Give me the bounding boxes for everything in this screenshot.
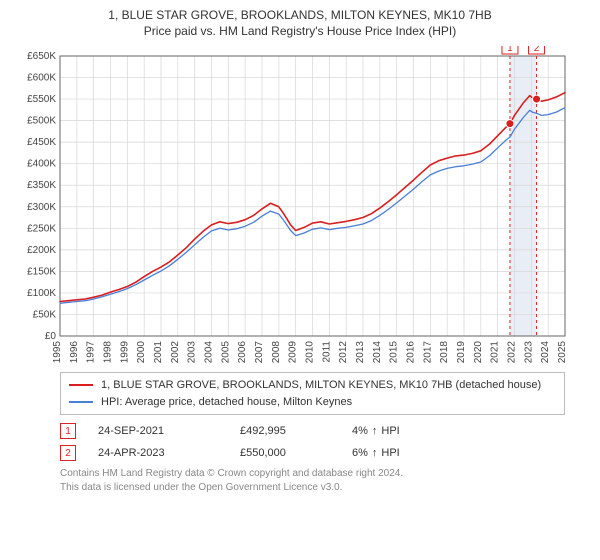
legend-label: 1, BLUE STAR GROVE, BROOKLANDS, MILTON K…: [101, 377, 541, 394]
svg-text:2005: 2005: [220, 341, 231, 364]
svg-text:2023: 2023: [523, 341, 534, 364]
callout-table: 1 24-SEP-2021 £492,995 4% ↑HPI 2 24-APR-2023 £5…: [60, 423, 565, 461]
footer-line-2: This data is licensed under the Open Gov…: [60, 481, 565, 495]
svg-text:2016: 2016: [406, 341, 417, 364]
svg-text:2022: 2022: [507, 341, 518, 364]
svg-text:2020: 2020: [473, 341, 484, 364]
svg-text:1996: 1996: [69, 341, 80, 364]
chart-titles: 1, BLUE STAR GROVE, BROOKLANDS, MILTON K…: [10, 8, 590, 38]
legend-swatch: [69, 384, 93, 386]
svg-text:£600K: £600K: [27, 73, 56, 84]
callout-delta-label: HPI: [381, 425, 399, 437]
callout-price: £550,000: [240, 447, 330, 459]
svg-text:2019: 2019: [456, 341, 467, 364]
callout-date: 24-APR-2023: [98, 447, 218, 459]
line-chart: £0 £50K £100K £150K £200K £250K £300K £350K £400…: [10, 46, 590, 366]
legend: 1, BLUE STAR GROVE, BROOKLANDS, MILTON K…: [60, 372, 565, 415]
svg-text:2014: 2014: [372, 341, 383, 364]
svg-text:£0: £0: [45, 331, 57, 342]
svg-text:2017: 2017: [422, 341, 433, 364]
svg-text:2007: 2007: [254, 341, 265, 364]
svg-text:£550K: £550K: [27, 94, 56, 105]
svg-text:1995: 1995: [52, 341, 63, 364]
legend-label: HPI: Average price, detached house, Milt…: [101, 394, 352, 411]
svg-text:£400K: £400K: [27, 159, 56, 170]
svg-text:2010: 2010: [305, 341, 316, 364]
svg-text:2012: 2012: [338, 341, 349, 364]
legend-item: 1, BLUE STAR GROVE, BROOKLANDS, MILTON K…: [69, 377, 556, 394]
svg-text:2006: 2006: [237, 341, 248, 364]
svg-text:2024: 2024: [540, 341, 551, 364]
legend-item: HPI: Average price, detached house, Milt…: [69, 394, 556, 411]
svg-text:2018: 2018: [439, 341, 450, 364]
svg-text:£100K: £100K: [27, 288, 56, 299]
svg-text:2015: 2015: [389, 341, 400, 364]
chart-area: £0 £50K £100K £150K £200K £250K £300K £350K £400…: [10, 46, 590, 366]
title-sub: Price paid vs. HM Land Registry's House …: [10, 24, 590, 38]
svg-text:2002: 2002: [170, 341, 181, 364]
callout-delta: 4% ↑HPI: [352, 425, 400, 437]
svg-text:1997: 1997: [86, 341, 97, 364]
legend-swatch: [69, 401, 93, 403]
svg-text:£150K: £150K: [27, 266, 56, 277]
page-root: 1, BLUE STAR GROVE, BROOKLANDS, MILTON K…: [0, 0, 600, 560]
svg-text:£300K: £300K: [27, 202, 56, 213]
title-main: 1, BLUE STAR GROVE, BROOKLANDS, MILTON K…: [10, 8, 590, 22]
arrow-up-icon: ↑: [372, 447, 378, 459]
svg-text:£50K: £50K: [33, 309, 57, 320]
svg-text:2000: 2000: [136, 341, 147, 364]
svg-text:2013: 2013: [355, 341, 366, 364]
svg-text:£350K: £350K: [27, 180, 56, 191]
svg-text:2021: 2021: [490, 341, 501, 364]
svg-text:£500K: £500K: [27, 116, 56, 127]
svg-text:2025: 2025: [557, 341, 568, 364]
svg-text:2: 2: [534, 46, 540, 54]
footer-line-1: Contains HM Land Registry data © Crown c…: [60, 467, 565, 481]
svg-text:2003: 2003: [187, 341, 198, 364]
callout-delta-pct: 6%: [352, 447, 368, 459]
callout-delta-pct: 4%: [352, 425, 368, 437]
callout-badge: 1: [60, 423, 76, 439]
svg-text:2011: 2011: [321, 341, 332, 363]
callout-row: 1 24-SEP-2021 £492,995 4% ↑HPI: [60, 423, 565, 439]
svg-text:£450K: £450K: [27, 137, 56, 148]
callout-delta-label: HPI: [381, 447, 399, 459]
svg-text:2009: 2009: [288, 341, 299, 364]
callout-badge: 2: [60, 445, 76, 461]
svg-text:1998: 1998: [103, 341, 114, 364]
footer-note: Contains HM Land Registry data © Crown c…: [60, 467, 565, 494]
svg-text:£650K: £650K: [27, 51, 56, 62]
callout-price: £492,995: [240, 425, 330, 437]
svg-text:1: 1: [507, 46, 513, 54]
callout-date: 24-SEP-2021: [98, 425, 218, 437]
svg-text:2001: 2001: [153, 341, 164, 364]
callout-row: 2 24-APR-2023 £550,000 6% ↑HPI: [60, 445, 565, 461]
arrow-up-icon: ↑: [372, 425, 378, 437]
svg-text:2004: 2004: [204, 341, 215, 364]
svg-text:£200K: £200K: [27, 245, 56, 256]
svg-text:£250K: £250K: [27, 223, 56, 234]
svg-text:2008: 2008: [271, 341, 282, 364]
svg-text:1999: 1999: [119, 341, 130, 364]
callout-delta: 6% ↑HPI: [352, 447, 400, 459]
